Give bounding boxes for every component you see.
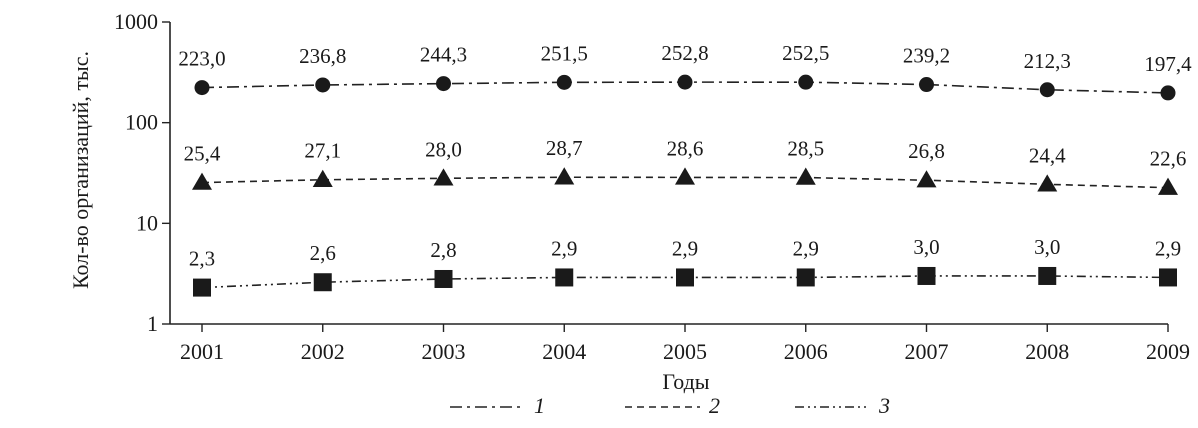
series-3: 2,3 2,6 2,8 2,9 2,9 2,9 3,0 3,0 2,9 xyxy=(189,235,1181,297)
data-label: 28,6 xyxy=(667,136,704,160)
data-label: 223,0 xyxy=(178,47,225,71)
data-label: 239,2 xyxy=(903,44,950,68)
data-label: 2,3 xyxy=(189,247,215,271)
data-point xyxy=(436,76,451,92)
data-point xyxy=(677,74,693,90)
x-tick-label: 2001 xyxy=(180,339,224,364)
data-point xyxy=(192,172,212,190)
data-label: 3,0 xyxy=(1034,235,1060,259)
data-point xyxy=(194,80,210,96)
series-layer: 223,0 236,8 244,3 251,5 252,8 252,5 239,2 212,3… xyxy=(178,41,1192,297)
x-tick-label: 2002 xyxy=(301,339,345,364)
x-tick-label: 2007 xyxy=(905,339,949,364)
x-tick-label: 2003 xyxy=(422,339,466,364)
data-label: 28,7 xyxy=(546,136,583,160)
y-axis-title: Кол-во организаций, тыс. xyxy=(68,51,93,289)
legend: 1 2 3 xyxy=(450,393,890,418)
data-label: 236,8 xyxy=(299,44,346,68)
x-axis-title: Годы xyxy=(662,369,709,394)
data-label: 2,8 xyxy=(430,238,456,262)
legend-label: 2 xyxy=(709,393,720,418)
data-point xyxy=(556,74,572,90)
data-point xyxy=(434,269,453,288)
data-label: 2,6 xyxy=(310,241,336,265)
data-point xyxy=(433,168,454,186)
data-point xyxy=(916,170,937,188)
x-tick-label: 2006 xyxy=(784,339,828,364)
data-label: 2,9 xyxy=(793,236,819,260)
x-tick-label: 2009 xyxy=(1146,339,1190,364)
data-label: 2,9 xyxy=(551,236,577,260)
legend-label: 1 xyxy=(534,393,545,418)
data-point xyxy=(1037,174,1058,192)
data-label: 22,6 xyxy=(1150,147,1187,171)
data-label: 2,9 xyxy=(672,236,698,260)
y-tick-label: 1 xyxy=(147,311,158,336)
data-label: 251,5 xyxy=(541,41,588,65)
data-point xyxy=(312,169,333,187)
data-point xyxy=(315,77,331,93)
data-label: 212,3 xyxy=(1024,49,1071,73)
data-label: 27,1 xyxy=(304,139,341,163)
series-2: 25,4 27,1 28,0 28,7 28,6 28,5 26,8 24,4 22,6 xyxy=(184,136,1187,195)
data-point xyxy=(676,268,694,287)
data-point xyxy=(555,268,574,287)
legend-item-3: 3 xyxy=(795,393,890,418)
data-point xyxy=(798,74,814,90)
x-tick-label: 2008 xyxy=(1025,339,1069,364)
data-label: 3,0 xyxy=(913,235,939,259)
x-tick-label: 2005 xyxy=(663,339,707,364)
data-point xyxy=(919,77,934,93)
data-label: 24,4 xyxy=(1029,143,1066,167)
data-point xyxy=(795,167,816,185)
series-1: 223,0 236,8 244,3 251,5 252,8 252,5 239,2 212,3… xyxy=(178,41,1192,101)
data-label: 197,4 xyxy=(1144,52,1192,76)
legend-item-1: 1 xyxy=(450,393,545,418)
data-label: 25,4 xyxy=(184,142,221,166)
data-point xyxy=(1038,266,1057,285)
data-label: 28,0 xyxy=(425,137,462,161)
data-point xyxy=(313,273,332,292)
data-label: 2,9 xyxy=(1155,236,1181,260)
legend-label: 3 xyxy=(878,393,890,418)
legend-item-2: 2 xyxy=(625,393,720,418)
data-label: 26,8 xyxy=(908,139,945,163)
data-label: 252,8 xyxy=(661,41,708,65)
data-point xyxy=(796,268,815,287)
data-point xyxy=(1159,268,1177,287)
axes: 1 10 100 1000 2001 2002 2003 2004 2005 2006 2007 20… xyxy=(114,9,1190,364)
data-point xyxy=(554,167,575,185)
x-tick-label: 2004 xyxy=(542,339,586,364)
data-point xyxy=(1160,85,1176,101)
y-tick-label: 100 xyxy=(125,110,158,135)
data-point xyxy=(1158,177,1178,195)
data-label: 252,5 xyxy=(782,41,829,65)
data-point xyxy=(1039,82,1055,98)
data-point xyxy=(675,167,695,185)
y-tick-label: 1000 xyxy=(114,9,158,34)
data-label: 244,3 xyxy=(420,43,467,67)
data-point xyxy=(193,278,211,297)
data-point xyxy=(917,266,936,285)
y-tick-label: 10 xyxy=(136,210,158,235)
data-label: 28,5 xyxy=(787,137,824,161)
